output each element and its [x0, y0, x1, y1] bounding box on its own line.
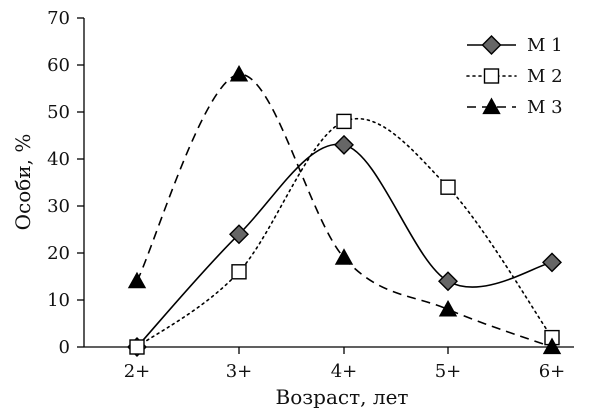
data-point [438, 271, 458, 292]
data-point [334, 134, 354, 155]
y-tick-label: 50 [47, 102, 70, 123]
x-axis-title: Возраст, лет [276, 385, 409, 409]
x-tick-label: 2+ [124, 361, 151, 382]
legend-marker [482, 97, 501, 115]
axes [83, 18, 574, 348]
data-point [129, 339, 145, 355]
data-point [542, 252, 562, 273]
data-point [334, 248, 354, 265]
data-point [229, 224, 249, 245]
series-layer [127, 64, 562, 357]
data-point [542, 337, 562, 355]
series-line [136, 143, 553, 348]
y-tick-label: 0 [59, 337, 70, 358]
data-point [336, 113, 352, 130]
series-3 [127, 64, 562, 355]
series-line [136, 73, 553, 348]
data-point [438, 299, 458, 317]
legend-label: М 2 [527, 66, 563, 87]
y-tick-label: 70 [47, 8, 70, 29]
legend-item: М 2 [466, 66, 563, 87]
y-tick-label: 20 [47, 243, 70, 264]
series-1 [127, 134, 562, 357]
data-point [440, 179, 456, 195]
legend: М 1 М 2 М 3 [466, 35, 563, 118]
x-tick-label: 3+ [226, 361, 253, 382]
y-tick-label: 40 [47, 149, 70, 170]
y-tick-label: 60 [47, 55, 70, 76]
legend-label: М 3 [527, 97, 563, 118]
y-tick-label: 10 [47, 290, 70, 311]
data-point [231, 264, 247, 280]
x-tick-label: 4+ [331, 361, 358, 382]
x-tick-label: 6+ [539, 361, 566, 382]
legend-label: М 1 [527, 35, 563, 56]
legend-item: М 1 [467, 35, 563, 56]
x-tick-label: 5+ [435, 361, 462, 382]
x-ticks: 2+ 3+ 4+ 5+ 6+ [124, 347, 566, 382]
y-tick-label: 30 [47, 196, 70, 217]
legend-marker [483, 68, 500, 84]
y-axis-title: Особи, % [11, 134, 35, 231]
data-point [229, 64, 249, 82]
y-ticks: 0 10 20 30 40 50 60 70 [47, 8, 84, 358]
data-point [127, 271, 147, 289]
legend-item: М 3 [467, 97, 563, 118]
legend-marker [481, 35, 502, 55]
